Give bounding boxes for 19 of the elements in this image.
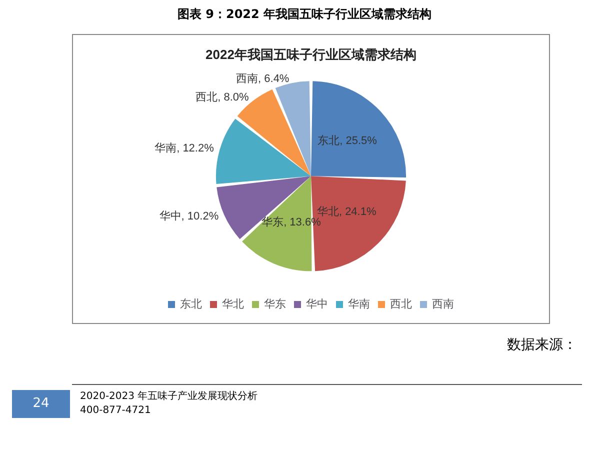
data-label: 东北, 25.5% <box>318 134 378 147</box>
data-label: 华北, 24.1% <box>316 204 376 218</box>
legend-label: 西南 <box>432 298 454 310</box>
chart-subtitle: 2022年我国五味子行业区域需求结构 <box>206 47 416 62</box>
data-label: 华南, 12.2% <box>154 141 214 154</box>
text: 2020-2023 年五味子产业发展现状分析 <box>80 390 258 404</box>
data-label: 西北, 8.0% <box>196 90 250 104</box>
text: 400-877-4721 <box>80 404 152 418</box>
data-label: 华中, 10.2% <box>159 210 219 223</box>
text: 24 <box>12 390 70 418</box>
legend-label: 东北 <box>180 298 202 310</box>
source-note: 数据来源： <box>507 336 577 354</box>
data-label: 西南, 6.4% <box>236 72 290 86</box>
legend-label: 华北 <box>222 298 244 310</box>
legend-label: 华中 <box>306 298 328 310</box>
legend-label: 西北 <box>390 298 412 310</box>
legend-label: 华南 <box>348 298 370 310</box>
legend-label: 华东 <box>264 298 286 310</box>
chart-title: 图表 9：2022 年我国五味子行业区域需求结构 <box>176 6 433 23</box>
